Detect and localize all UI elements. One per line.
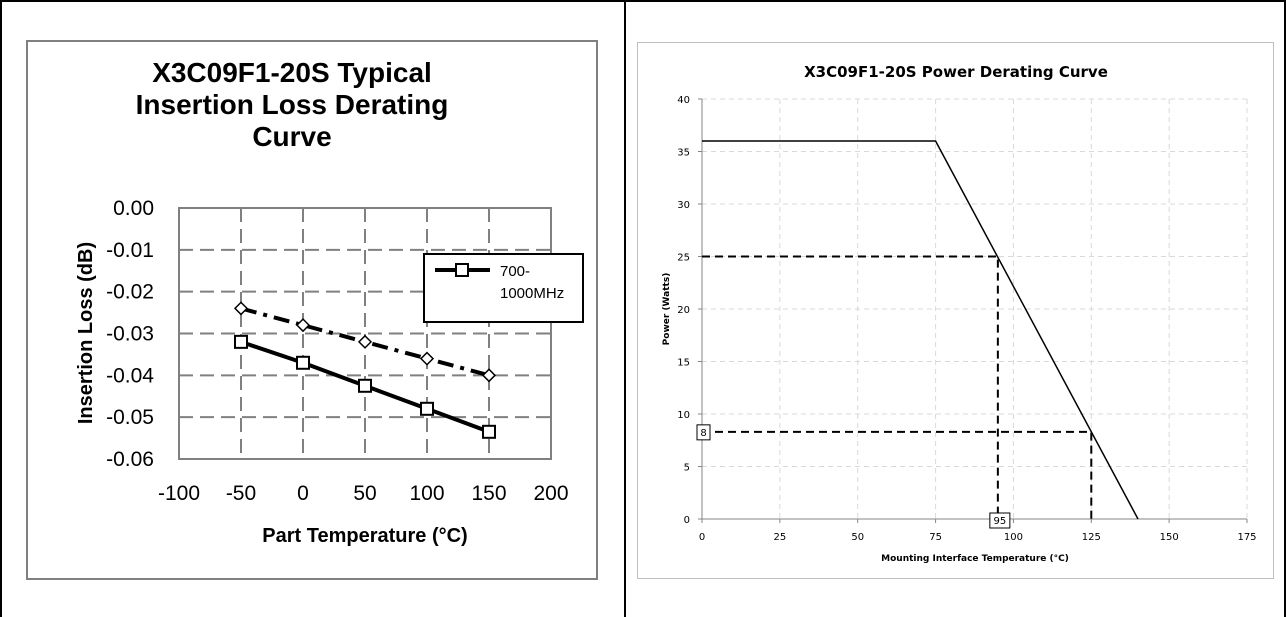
x-tick-label: 125 (1082, 532, 1101, 543)
legend-label: 1000MHz (500, 285, 564, 302)
x-tick-label: 50 (851, 532, 864, 543)
y-tick-label: 40 (677, 95, 690, 106)
chart-title: X3C09F1-20S Power Derating Curve (804, 63, 1108, 81)
annotation-label: 8 (700, 428, 706, 439)
annotation-box (696, 424, 711, 441)
plot-area-border (178, 207, 552, 460)
legend-label: 700- (500, 263, 530, 280)
data-point-diamond (357, 334, 373, 349)
x-tick-label: 100 (409, 482, 444, 505)
y-tick-label: 0 (684, 515, 690, 526)
data-point-square (358, 378, 372, 393)
y-tick-label: -0.03 (106, 323, 154, 346)
data-point-diamond (295, 318, 311, 333)
data-point-diamond (233, 301, 249, 316)
x-tick-label: 0 (297, 482, 309, 505)
chart-title-line: X3C09F1-20S Typical (152, 57, 432, 88)
reference-line (702, 430, 1093, 519)
power-derating-chart-frame (637, 42, 1274, 579)
y-tick-label: 25 (677, 253, 690, 264)
y-tick-label: -0.04 (106, 364, 154, 387)
data-point-square (420, 401, 434, 416)
x-tick-label: 200 (533, 482, 568, 505)
x-tick-label: 25 (773, 532, 786, 543)
x-axis-title: Part Temperature (°C) (262, 525, 467, 547)
x-tick-label: 0 (699, 532, 705, 543)
x-axis-title: Mounting Interface Temperature (°C) (881, 554, 1069, 564)
reference-line (702, 255, 999, 519)
y-tick-label: 35 (677, 148, 690, 159)
x-tick-label: 150 (1160, 532, 1179, 543)
y-tick-label: -0.01 (106, 239, 154, 262)
y-tick-label: 10 (677, 410, 690, 421)
legend-marker (455, 263, 469, 277)
x-tick-label: 50 (353, 482, 376, 505)
x-tick-label: 100 (1004, 532, 1023, 543)
left-panel (0, 0, 626, 617)
annotation-box (989, 512, 1011, 529)
y-tick-label: -0.02 (106, 281, 154, 304)
y-tick-label: 20 (677, 305, 690, 316)
y-axis-title: Insertion Loss (dB) (75, 242, 97, 424)
data-point-diamond (419, 351, 435, 366)
chart-title-line: Insertion Loss Derating (136, 89, 449, 120)
data-point-square (482, 424, 496, 439)
x-tick-label: -100 (158, 482, 200, 505)
right-panel (624, 0, 1286, 617)
annotation-label: 95 (993, 516, 1006, 527)
x-tick-label: 150 (471, 482, 506, 505)
x-tick-label: -50 (226, 482, 256, 505)
y-tick-label: 5 (684, 463, 690, 474)
data-point-diamond (481, 368, 497, 383)
y-tick-label: -0.05 (106, 406, 154, 429)
y-tick-label: -0.06 (106, 448, 154, 471)
x-tick-label: 175 (1237, 532, 1256, 543)
data-point-square (296, 355, 310, 370)
legend-box (423, 253, 584, 323)
y-axis-title: Power (Watts) (662, 273, 672, 346)
y-tick-label: 30 (677, 200, 690, 211)
data-point-square (234, 334, 248, 349)
y-tick-label: 15 (677, 358, 690, 369)
chart-title-line: Curve (252, 121, 331, 152)
x-tick-label: 75 (929, 532, 942, 543)
y-tick-label: 0.00 (113, 197, 154, 220)
derating-curve-line (702, 140, 1139, 520)
